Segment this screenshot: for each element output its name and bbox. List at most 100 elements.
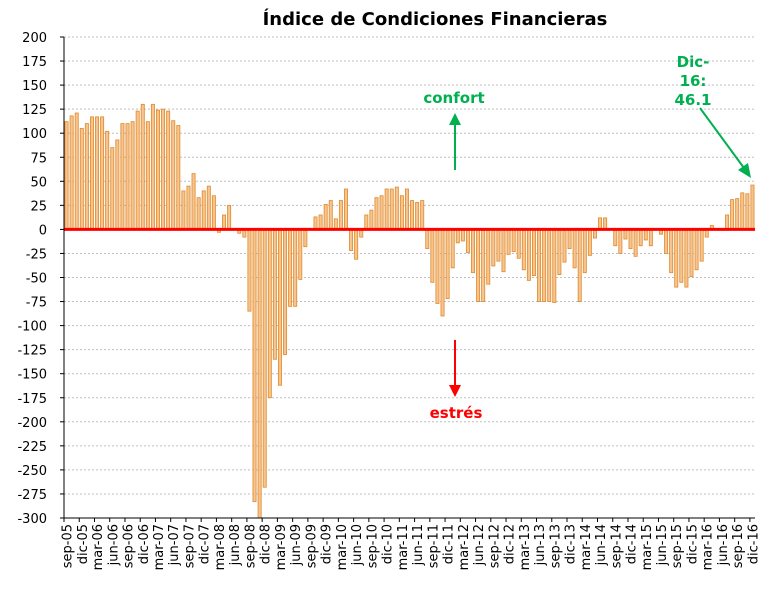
bar: [497, 229, 500, 261]
x-tick-label: jun-15: [655, 524, 670, 566]
bar: [156, 110, 159, 229]
y-tick-label: 50: [30, 175, 47, 190]
bar: [537, 229, 540, 301]
bar: [410, 201, 413, 230]
bar: [162, 109, 165, 229]
x-tick-label: mar-15: [640, 524, 655, 570]
bar: [85, 124, 88, 230]
x-tick-label: sep-10: [365, 524, 380, 568]
bar: [192, 174, 195, 230]
bar: [670, 229, 673, 272]
bar: [751, 185, 754, 229]
last-value-label-line3: 46.1: [674, 91, 711, 109]
bar: [431, 229, 434, 282]
confort-label: confort: [423, 89, 484, 107]
bar: [349, 229, 352, 250]
bar: [649, 229, 652, 245]
x-tick-label: sep-05: [61, 524, 76, 568]
bar: [583, 229, 586, 272]
x-tick-label: dic-14: [625, 524, 640, 564]
grid-lines: [64, 37, 755, 494]
y-tick-label: 125: [22, 103, 47, 118]
bar: [731, 200, 734, 230]
bar: [248, 229, 251, 311]
x-tick-label: jun-06: [106, 524, 121, 566]
bar: [370, 210, 373, 229]
bar: [416, 202, 419, 229]
bar: [507, 229, 510, 254]
bar: [111, 148, 114, 230]
bar: [106, 131, 109, 229]
bar: [95, 117, 98, 230]
bar: [477, 229, 480, 301]
x-tick-label: sep-14: [609, 524, 624, 568]
bar: [101, 117, 104, 230]
estres-arrow-head: [449, 385, 461, 397]
bar: [665, 229, 668, 253]
bar: [522, 229, 525, 269]
bar: [289, 229, 292, 306]
x-tick-label: mar-10: [335, 524, 350, 570]
bar: [344, 189, 347, 229]
bar: [680, 229, 683, 282]
bar: [329, 201, 332, 230]
bar: [644, 229, 647, 240]
bar: [365, 215, 368, 229]
bar: [253, 229, 256, 501]
bar: [258, 229, 261, 518]
bar: [339, 201, 342, 230]
bar: [75, 113, 78, 229]
x-tick-label: mar-09: [274, 524, 289, 570]
x-tick-label: sep-11: [426, 524, 441, 568]
bar: [116, 140, 119, 229]
y-tick-label: 100: [22, 127, 47, 142]
bar: [126, 124, 129, 230]
bar: [446, 229, 449, 298]
bar: [512, 229, 515, 251]
x-tick-label: dic-09: [320, 524, 335, 564]
bar: [131, 122, 134, 230]
bar: [456, 229, 459, 242]
y-tick-label: -275: [17, 488, 47, 503]
bar: [182, 191, 185, 229]
bar: [141, 104, 144, 229]
x-tick-label: sep-06: [122, 524, 137, 568]
y-tick-label: 75: [30, 151, 47, 166]
x-tick-label: mar-06: [91, 524, 106, 570]
x-tick-label: jun-12: [472, 524, 487, 566]
y-tick-label: -200: [17, 416, 47, 431]
confort-arrow-head: [449, 113, 461, 125]
bar: [197, 198, 200, 230]
y-tick-label: 25: [30, 199, 47, 214]
bar: [324, 204, 327, 229]
y-tick-label: -150: [17, 368, 47, 383]
bars-group: [65, 104, 754, 518]
bar: [700, 229, 703, 261]
x-tick-label: dic-16: [746, 524, 761, 564]
bar: [167, 111, 170, 229]
bar: [736, 199, 739, 230]
x-tick-label: mar-13: [518, 524, 533, 570]
y-tick-label: -75: [26, 296, 47, 311]
bar: [532, 229, 535, 275]
bar: [268, 229, 271, 397]
bar: [436, 229, 439, 303]
bar: [299, 229, 302, 279]
x-tick-label: jun-11: [411, 524, 426, 566]
bar: [573, 229, 576, 267]
bar: [568, 229, 571, 248]
bar: [375, 198, 378, 230]
y-tick-label: -100: [17, 320, 47, 335]
y-tick-label: -300: [17, 512, 47, 527]
bar: [548, 229, 551, 301]
bar: [273, 229, 276, 359]
x-tick-label: jun-09: [289, 524, 304, 566]
bar: [390, 189, 393, 229]
bar: [222, 215, 225, 229]
bar: [558, 229, 561, 274]
bar: [598, 218, 601, 230]
x-tick-label: dic-12: [503, 524, 518, 564]
bar: [451, 229, 454, 267]
bar: [441, 229, 444, 316]
